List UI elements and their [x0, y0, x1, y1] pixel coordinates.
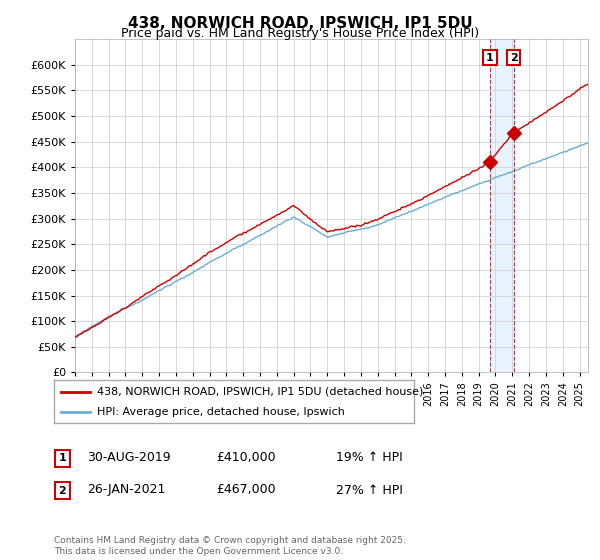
- Text: 438, NORWICH ROAD, IPSWICH, IP1 5DU: 438, NORWICH ROAD, IPSWICH, IP1 5DU: [128, 16, 472, 31]
- Text: 2: 2: [510, 53, 518, 63]
- Text: 27% ↑ HPI: 27% ↑ HPI: [336, 483, 403, 497]
- Text: 19% ↑ HPI: 19% ↑ HPI: [336, 451, 403, 464]
- FancyBboxPatch shape: [55, 450, 70, 466]
- Text: 1: 1: [59, 453, 66, 463]
- Text: 30-AUG-2019: 30-AUG-2019: [87, 451, 170, 464]
- Text: Contains HM Land Registry data © Crown copyright and database right 2025.
This d: Contains HM Land Registry data © Crown c…: [54, 536, 406, 556]
- Text: 2: 2: [59, 486, 66, 496]
- Text: 26-JAN-2021: 26-JAN-2021: [87, 483, 166, 497]
- Text: 1: 1: [486, 53, 494, 63]
- Bar: [490, 39, 514, 372]
- Text: 438, NORWICH ROAD, IPSWICH, IP1 5DU (detached house): 438, NORWICH ROAD, IPSWICH, IP1 5DU (det…: [97, 387, 424, 396]
- Text: HPI: Average price, detached house, Ipswich: HPI: Average price, detached house, Ipsw…: [97, 407, 345, 417]
- Text: £410,000: £410,000: [216, 451, 275, 464]
- FancyBboxPatch shape: [55, 482, 70, 499]
- Text: £467,000: £467,000: [216, 483, 275, 497]
- Text: Price paid vs. HM Land Registry's House Price Index (HPI): Price paid vs. HM Land Registry's House …: [121, 27, 479, 40]
